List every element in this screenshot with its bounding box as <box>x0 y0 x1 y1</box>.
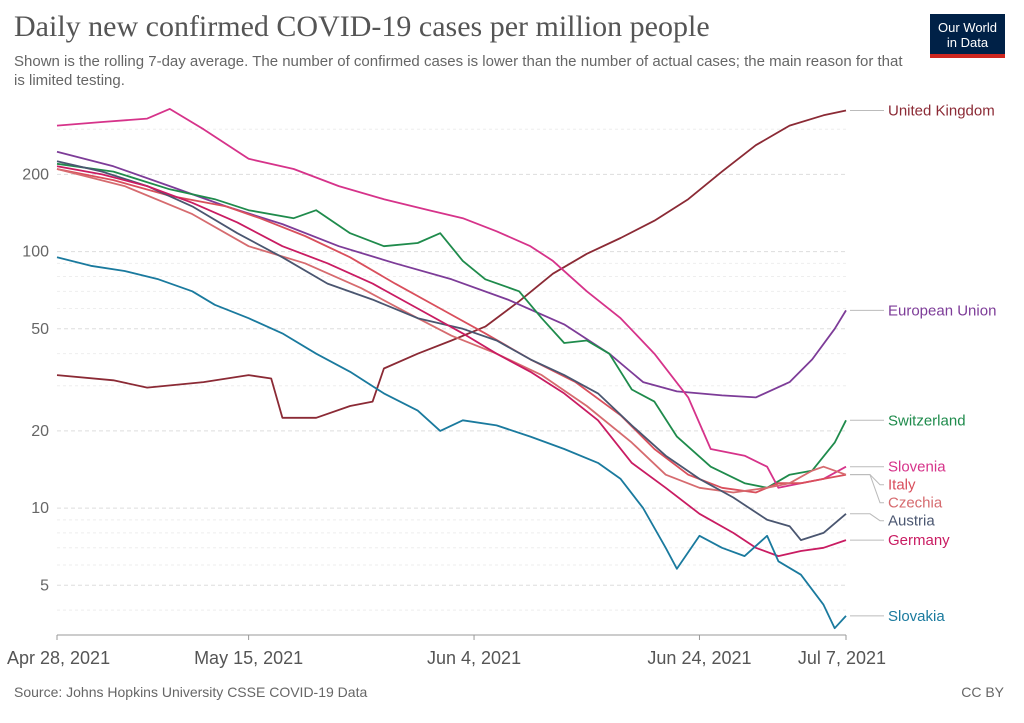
label-connector <box>850 513 884 522</box>
series-label: European Union <box>888 302 996 319</box>
series-label: Czechia <box>888 495 943 512</box>
source-note: Source: Johns Hopkins University CSSE CO… <box>14 684 368 700</box>
series-label: Switzerland <box>888 412 966 429</box>
license-link[interactable]: CC BY <box>961 684 1004 700</box>
owid-logo[interactable]: Our World in Data <box>930 14 1005 58</box>
series-lines <box>56 108 847 630</box>
y-tick-label: 5 <box>40 577 49 594</box>
label-connector <box>850 474 884 504</box>
series-label: Germany <box>888 532 950 549</box>
gridlines <box>57 128 846 611</box>
y-tick-label: 10 <box>31 500 49 517</box>
logo-line-1: Our World <box>938 20 997 35</box>
logo-line-2: in Data <box>946 35 989 50</box>
x-tick-label: Jun 24, 2021 <box>647 648 751 668</box>
x-tick-label: Jun 4, 2021 <box>427 648 521 668</box>
x-tick-label: May 15, 2021 <box>194 648 303 668</box>
series-line <box>56 160 847 541</box>
chart-title: Daily new confirmed COVID-19 cases per m… <box>14 10 710 43</box>
series-line <box>56 162 847 489</box>
series-label: Slovenia <box>888 459 946 476</box>
y-tick-label: 50 <box>31 321 49 338</box>
series-label: Italy <box>888 477 916 494</box>
chart-subtitle: Shown is the rolling 7-day average. The … <box>14 53 903 89</box>
series-label: United Kingdom <box>888 102 995 119</box>
series-line <box>56 168 847 494</box>
series-line <box>56 256 847 630</box>
label-connector <box>850 474 884 486</box>
series-line <box>56 165 847 557</box>
series-line <box>56 168 847 494</box>
x-tick-label: Apr 28, 2021 <box>7 648 110 668</box>
x-axis: Apr 28, 2021 May 15, 2021 Jun 4, 2021 Jun 2… <box>7 634 886 668</box>
y-tick-label: 20 <box>31 423 49 440</box>
series-label: Austria <box>888 513 935 530</box>
y-tick-label: 200 <box>22 166 49 183</box>
series-labels: United Kingdom European Union Switzerland S… <box>850 102 996 625</box>
series-line <box>56 108 847 489</box>
y-axis: 5 10 20 50 100 200 <box>22 166 49 594</box>
series-label: Slovakia <box>888 608 945 625</box>
x-tick-label: Jul 7, 2021 <box>798 648 886 668</box>
series-line <box>56 150 847 399</box>
y-tick-label: 100 <box>22 244 49 261</box>
series-line <box>56 109 847 419</box>
